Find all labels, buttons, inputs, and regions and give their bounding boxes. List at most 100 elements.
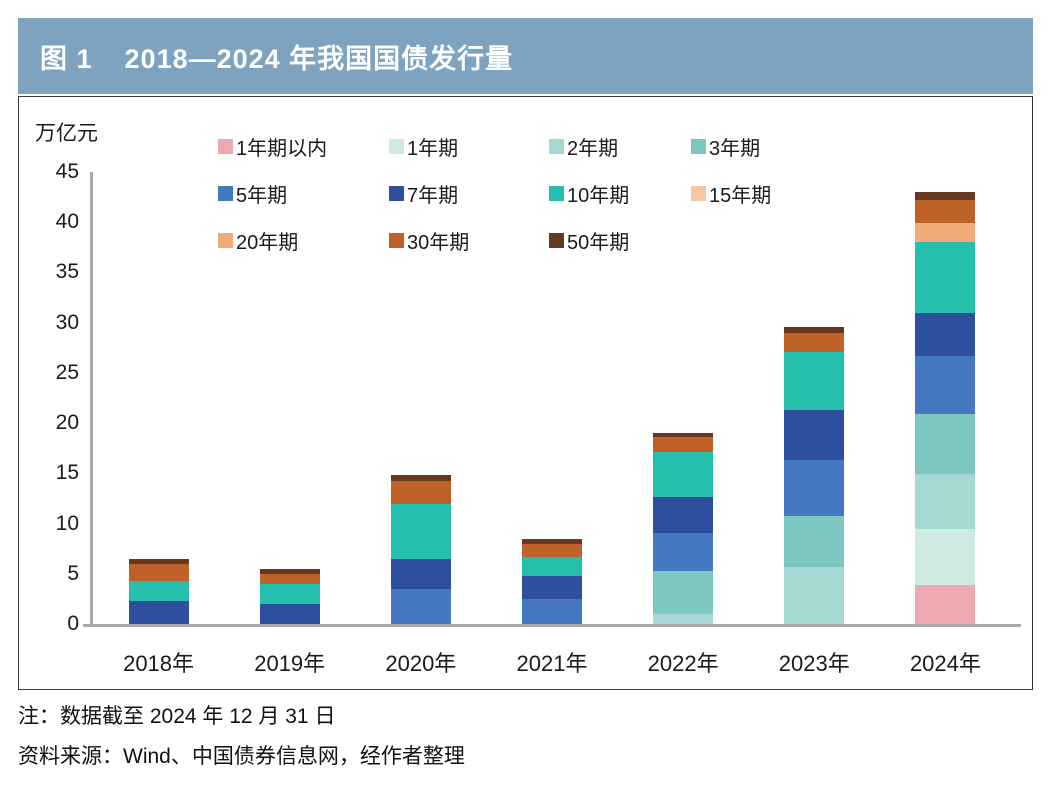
legend-label: 15年期: [709, 184, 772, 207]
bar-segment-7年期: [128, 600, 189, 624]
legend-label: 1年期以内: [236, 137, 328, 160]
legend-swatch-7年期: [389, 185, 404, 201]
stacked-bar-2024年: [915, 192, 976, 624]
legend-swatch-1年期: [389, 138, 404, 154]
bar-segment-30年期: [784, 332, 845, 352]
bar-segment-10年期: [522, 556, 582, 576]
x-axis-label: 2021年: [516, 651, 588, 676]
legend-label: 30年期: [407, 231, 470, 254]
x-axis-label: 2022年: [647, 651, 719, 676]
bar-segment-10年期: [390, 504, 451, 559]
bar-segment-5年期: [390, 588, 451, 624]
bar-segment-30年期: [653, 437, 714, 453]
bar-segment-10年期: [784, 351, 845, 411]
bar-segment-50年期: [259, 568, 320, 574]
bar-segment-30年期: [522, 543, 582, 557]
bar-segment-30年期: [390, 481, 451, 505]
figure-number: 图 1: [40, 43, 93, 74]
y-tick-label: 30: [55, 310, 79, 334]
legend-label: 10年期: [567, 184, 630, 207]
x-axis-label: 2018年: [123, 651, 195, 676]
bar-segment-50年期: [390, 475, 451, 482]
x-axis-label: 2020年: [385, 651, 457, 676]
legend-swatch-2年期: [549, 138, 564, 154]
y-axis-unit-label: 万亿元: [35, 122, 98, 145]
legend-swatch-10年期: [549, 185, 564, 201]
bar-segment-7年期: [522, 575, 582, 599]
bar-segment-30年期: [128, 563, 189, 581]
bar-segment-2年期: [653, 613, 714, 624]
bar-segment-5年期: [522, 598, 582, 624]
y-tick-label: 0: [67, 612, 79, 635]
bar-segment-50年期: [915, 192, 976, 201]
legend-item-10年期: 10年期: [549, 182, 629, 207]
bar-segment-30年期: [259, 573, 320, 584]
legend-label: 20年期: [236, 231, 299, 254]
legend-label: 1年期: [407, 137, 459, 160]
legend-label: 50年期: [567, 231, 630, 254]
bar-segment-20年期: [915, 223, 976, 243]
bar-segment-10年期: [128, 580, 189, 601]
stacked-bar-2022年: [653, 433, 714, 624]
y-tick-label: 20: [55, 411, 79, 435]
y-tick-label: 45: [55, 160, 79, 183]
bar-segment-5年期: [915, 355, 976, 415]
legend-item-2年期: 2年期: [549, 135, 618, 160]
bar-segment-50年期: [128, 558, 189, 564]
x-axis-label: 2019年: [254, 651, 326, 676]
legend-item-30年期: 30年期: [389, 229, 469, 254]
x-axis-label: 2024年: [909, 651, 981, 676]
bar-segment-10年期: [653, 452, 714, 498]
bar-segment-7年期: [653, 497, 714, 533]
legend-item-15年期: 15年期: [691, 182, 771, 207]
bar-segment-5年期: [653, 532, 714, 571]
bar-segment-7年期: [784, 410, 845, 461]
legend-item-50年期: 50年期: [549, 229, 629, 254]
legend-swatch-5年期: [218, 185, 233, 201]
bar-segment-3年期: [653, 570, 714, 614]
bar-segment-5年期: [784, 460, 845, 517]
bar-segment-10年期: [259, 583, 320, 604]
legend-label: 3年期: [709, 137, 761, 160]
y-tick-label: 35: [55, 260, 79, 284]
bar-segment-3年期: [784, 516, 845, 567]
legend-swatch-3年期: [691, 138, 706, 154]
legend-swatch-50年期: [549, 232, 564, 248]
y-tick-label: 5: [67, 561, 79, 585]
bar-segment-50年期: [653, 433, 714, 438]
bar-segment-30年期: [915, 200, 976, 224]
legend-item-1年期: 1年期: [389, 135, 458, 160]
bar-segment-1年期: [915, 528, 976, 585]
stacked-bar-2023年: [784, 326, 845, 624]
y-tick-label: 40: [55, 210, 79, 234]
legend-item-1年期以内: 1年期以内: [218, 135, 327, 160]
y-axis-line: [90, 172, 93, 627]
legend-item-7年期: 7年期: [389, 182, 458, 207]
bar-segment-7年期: [390, 558, 451, 589]
stacked-bar-2021年: [522, 538, 582, 624]
legend-swatch-1年期以内: [218, 138, 233, 154]
legend-swatch-15年期: [691, 185, 706, 201]
stacked-bar-2019年: [259, 568, 320, 624]
bar-segment-10年期: [915, 242, 976, 313]
footnote-data-cutoff: 注：数据截至 2024 年 12 月 31 日: [18, 705, 336, 728]
bar-segment-50年期: [784, 326, 845, 333]
legend-swatch-30年期: [389, 232, 404, 248]
y-tick-label: 15: [55, 461, 79, 485]
legend-item-5年期: 5年期: [218, 182, 287, 207]
x-axis-label: 2023年: [778, 651, 850, 676]
legend-label: 7年期: [407, 184, 459, 207]
bar-segment-2年期: [915, 474, 976, 529]
stacked-bar-2018年: [128, 558, 189, 624]
bar-segment-1年期以内: [915, 584, 976, 624]
figure-title-bar: 图 1 2018—2024 年我国国债发行量: [18, 18, 1033, 94]
bar-segment-7年期: [259, 603, 320, 624]
legend-item-3年期: 3年期: [691, 135, 760, 160]
footnote-source: 资料来源：Wind、中国债券信息网，经作者整理: [18, 745, 465, 768]
stacked-bar-2020年: [390, 475, 451, 624]
y-tick-label: 10: [55, 511, 79, 535]
bar-segment-7年期: [915, 312, 976, 356]
y-tick-label: 25: [55, 360, 79, 384]
legend-swatch-20年期: [218, 232, 233, 248]
